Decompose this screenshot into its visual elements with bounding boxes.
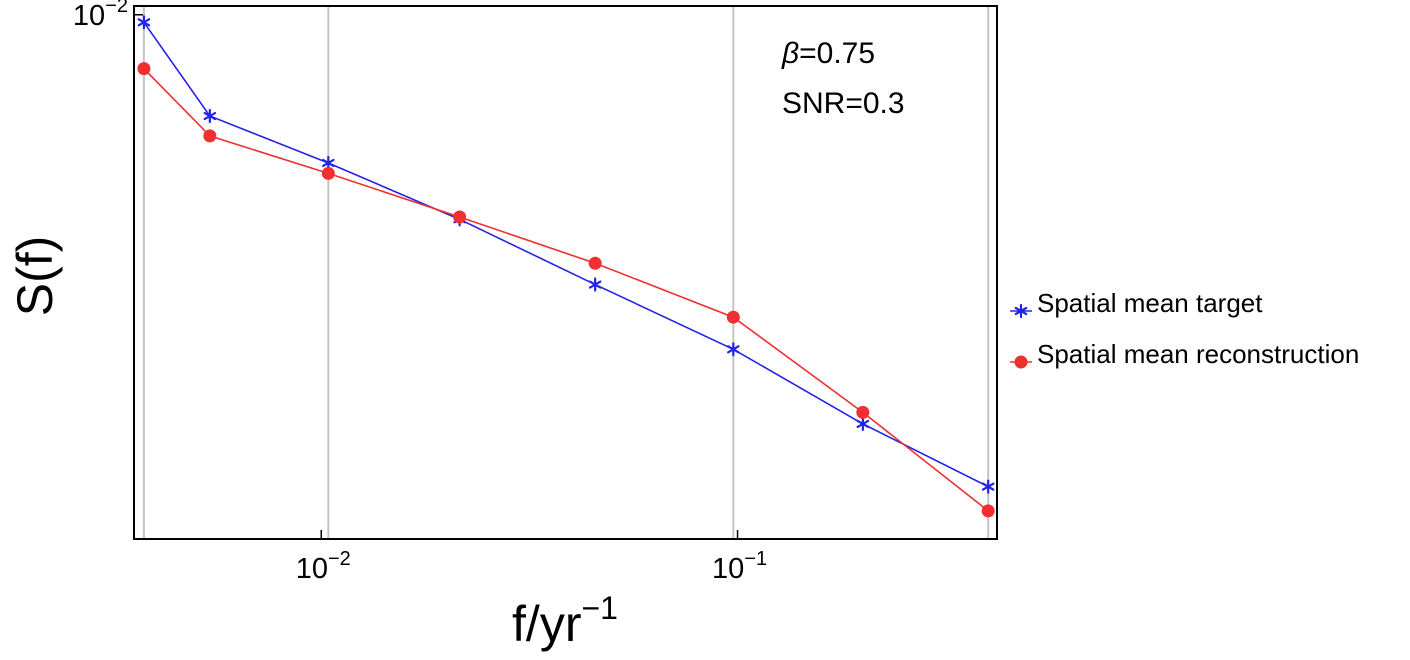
data-point-star	[856, 416, 870, 432]
legend-label: Spatial mean target	[1037, 288, 1263, 318]
y-axis-title: S(f)	[7, 236, 63, 317]
grid-lines	[142, 6, 990, 539]
legend: Spatial mean target Spatial mean reconstr…	[1010, 288, 1359, 369]
legend-marker-circle	[1014, 355, 1028, 369]
data-point-circle	[588, 256, 602, 270]
series-target	[137, 15, 995, 494]
annotation-snr: SNR=0.3	[782, 87, 905, 120]
data-point-circle	[453, 210, 467, 224]
data-point-star	[203, 108, 217, 124]
series-layer	[137, 15, 995, 518]
legend-item: Spatial mean target	[1010, 288, 1263, 319]
data-point-star	[137, 15, 151, 30]
legend-marker-star	[1014, 303, 1028, 319]
data-point-circle	[203, 129, 217, 143]
legend-item: Spatial mean reconstruction	[1010, 339, 1359, 369]
series-line	[143, 68, 989, 512]
x-axis-title: f/yr−1	[512, 590, 618, 652]
x-tick-label: 10−1	[712, 548, 767, 585]
annotation-beta: β=0.75	[781, 37, 875, 70]
data-point-star	[981, 479, 995, 494]
series-line	[143, 21, 989, 488]
data-point-star	[588, 277, 602, 292]
data-point-circle	[137, 62, 151, 76]
x-tick-label: 10−2	[296, 548, 351, 585]
data-point-circle	[856, 405, 870, 419]
y-tick-label: 10−2	[73, 0, 128, 32]
axis-layer: 10−2 10−1 10−2	[73, 0, 767, 585]
plot-frame	[133, 5, 998, 540]
series-reconstruction	[137, 62, 995, 518]
data-point-circle	[981, 504, 995, 518]
data-point-circle	[321, 166, 335, 180]
data-point-circle	[726, 310, 740, 324]
data-point-star	[727, 342, 740, 357]
legend-label: Spatial mean reconstruction	[1037, 339, 1359, 369]
